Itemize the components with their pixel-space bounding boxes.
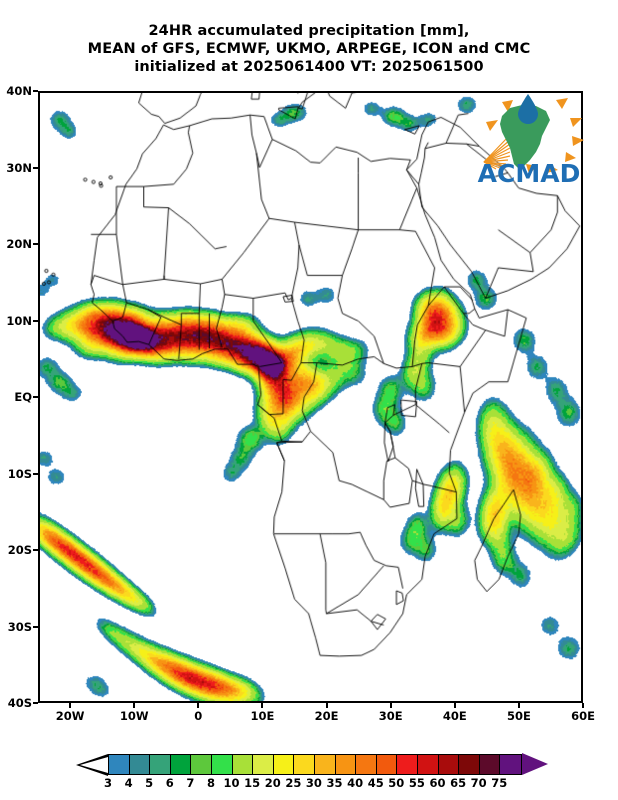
y-axis-tick xyxy=(33,319,38,322)
x-axis-label: 0 xyxy=(194,709,203,723)
x-axis-tick xyxy=(582,703,584,708)
x-axis-label: 50E xyxy=(506,709,531,723)
y-axis-label: 10S xyxy=(7,466,32,481)
colorbar-tick-label: 55 xyxy=(408,776,425,790)
colorbar-segment xyxy=(294,755,315,774)
colorbar-tick-label: 7 xyxy=(186,776,195,790)
x-axis-tick xyxy=(197,703,200,708)
y-axis-tick xyxy=(33,625,38,628)
colorbar-tick-label: 10 xyxy=(223,776,240,790)
title-line-2: MEAN of GFS, ECMWF, UKMO, ARPEGE, ICON a… xyxy=(87,41,531,57)
colorbar-tick-label: 70 xyxy=(470,776,487,790)
colorbar-tick-label: 30 xyxy=(305,776,322,790)
colorbar[interactable]: 3 4 5 6 7 8 10 15 20 25 30 35 40 45 50 55 60 65 70 75 xyxy=(0,750,618,796)
y-axis-tick xyxy=(33,549,38,551)
colorbar-tick-label: 40 xyxy=(347,776,364,790)
colorbar-segment xyxy=(438,755,460,774)
colorbar-segment xyxy=(150,755,171,774)
x-axis-label: 60E xyxy=(571,709,595,723)
y-axis-label: 30N xyxy=(6,160,32,175)
y-axis-tick xyxy=(33,702,38,704)
y-axis-tick xyxy=(33,472,38,475)
colorbar-segment xyxy=(191,755,212,774)
x-axis-label: 20W xyxy=(55,709,85,723)
colorbar-segment xyxy=(356,755,377,774)
colorbar-segment xyxy=(273,755,295,774)
x-axis-tick xyxy=(261,703,264,708)
acmad-logo-text: ACMAD xyxy=(478,159,581,188)
colorbar-tick-label: 25 xyxy=(285,776,302,790)
colorbar-segment xyxy=(129,755,151,774)
colorbar-tick-label: 65 xyxy=(450,776,467,790)
y-axis-label: 40N xyxy=(6,84,32,98)
y-axis-label: 40S xyxy=(7,696,32,710)
colorbar-segment xyxy=(417,755,439,774)
colorbar-segments xyxy=(108,754,522,775)
colorbar-tick-label: 5 xyxy=(145,776,154,790)
colorbar-tick-label: 50 xyxy=(388,776,405,790)
colorbar-segment xyxy=(232,755,254,774)
colorbar-tick-label: 60 xyxy=(429,776,446,790)
y-axis-label: 10N xyxy=(6,313,32,328)
x-axis-label: 20E xyxy=(314,709,339,723)
chart-title: 24HR accumulated precipitation [mm], MEA… xyxy=(0,22,618,76)
x-axis-tick xyxy=(325,703,328,708)
colorbar-tick-label: 4 xyxy=(124,776,133,790)
colorbar-segment xyxy=(459,755,480,774)
x-axis-tick xyxy=(69,703,72,708)
colorbar-segment xyxy=(170,755,192,774)
precipitation-heatmap-canvas xyxy=(40,93,581,701)
colorbar-tick-label: 15 xyxy=(244,776,261,790)
colorbar-segment xyxy=(253,755,274,774)
y-axis-label: 20N xyxy=(6,237,32,251)
x-axis-tick xyxy=(133,703,136,708)
colorbar-tick-label: 6 xyxy=(165,776,174,790)
colorbar-segment xyxy=(397,755,418,774)
logo-rays xyxy=(483,98,584,174)
colorbar-segment xyxy=(479,755,501,774)
colorbar-tick-label: 3 xyxy=(103,776,112,790)
y-axis-tick xyxy=(33,243,38,245)
y-axis-tick xyxy=(33,166,38,169)
africa-silhouette xyxy=(500,105,550,168)
x-axis-label: 10E xyxy=(250,709,275,723)
title-line-1: 24HR accumulated precipitation [mm], xyxy=(148,23,470,39)
x-axis-tick xyxy=(517,703,520,708)
colorbar-tick-label: 8 xyxy=(206,776,215,790)
y-axis-tick xyxy=(33,396,38,398)
colorbar-segment xyxy=(314,755,336,774)
colorbar-under-arrow-fill xyxy=(80,756,108,773)
y-axis-label: 20S xyxy=(7,543,32,557)
y-axis-tick xyxy=(33,90,38,92)
x-axis-label: 30E xyxy=(378,709,403,723)
map-plot-area[interactable] xyxy=(38,91,583,703)
colorbar-tick-label: 35 xyxy=(326,776,343,790)
x-axis-label: 10W xyxy=(119,709,149,723)
colorbar-segment xyxy=(211,755,233,774)
colorbar-segment xyxy=(109,755,130,774)
colorbar-segment xyxy=(335,755,357,774)
acmad-logo[interactable]: ACMAD xyxy=(470,92,588,188)
x-axis-tick xyxy=(389,703,392,708)
colorbar-tick-label: 45 xyxy=(367,776,384,790)
colorbar-tick-label: 20 xyxy=(264,776,281,790)
colorbar-segment xyxy=(500,755,521,774)
y-axis-label: 30S xyxy=(7,619,32,634)
colorbar-tick-label: 75 xyxy=(491,776,508,790)
y-axis-label: EQ xyxy=(14,390,32,404)
title-line-3: initialized at 2025061400 VT: 2025061500 xyxy=(134,59,484,75)
water-droplet-icon xyxy=(518,94,538,124)
x-axis-tick xyxy=(453,703,456,708)
colorbar-segment xyxy=(376,755,398,774)
x-axis-label: 40E xyxy=(442,709,467,723)
colorbar-tick-labels: 3 4 5 6 7 8 10 15 20 25 30 35 40 45 50 55 60 65 70 75 xyxy=(104,776,520,792)
colorbar-over-arrow xyxy=(522,753,548,775)
